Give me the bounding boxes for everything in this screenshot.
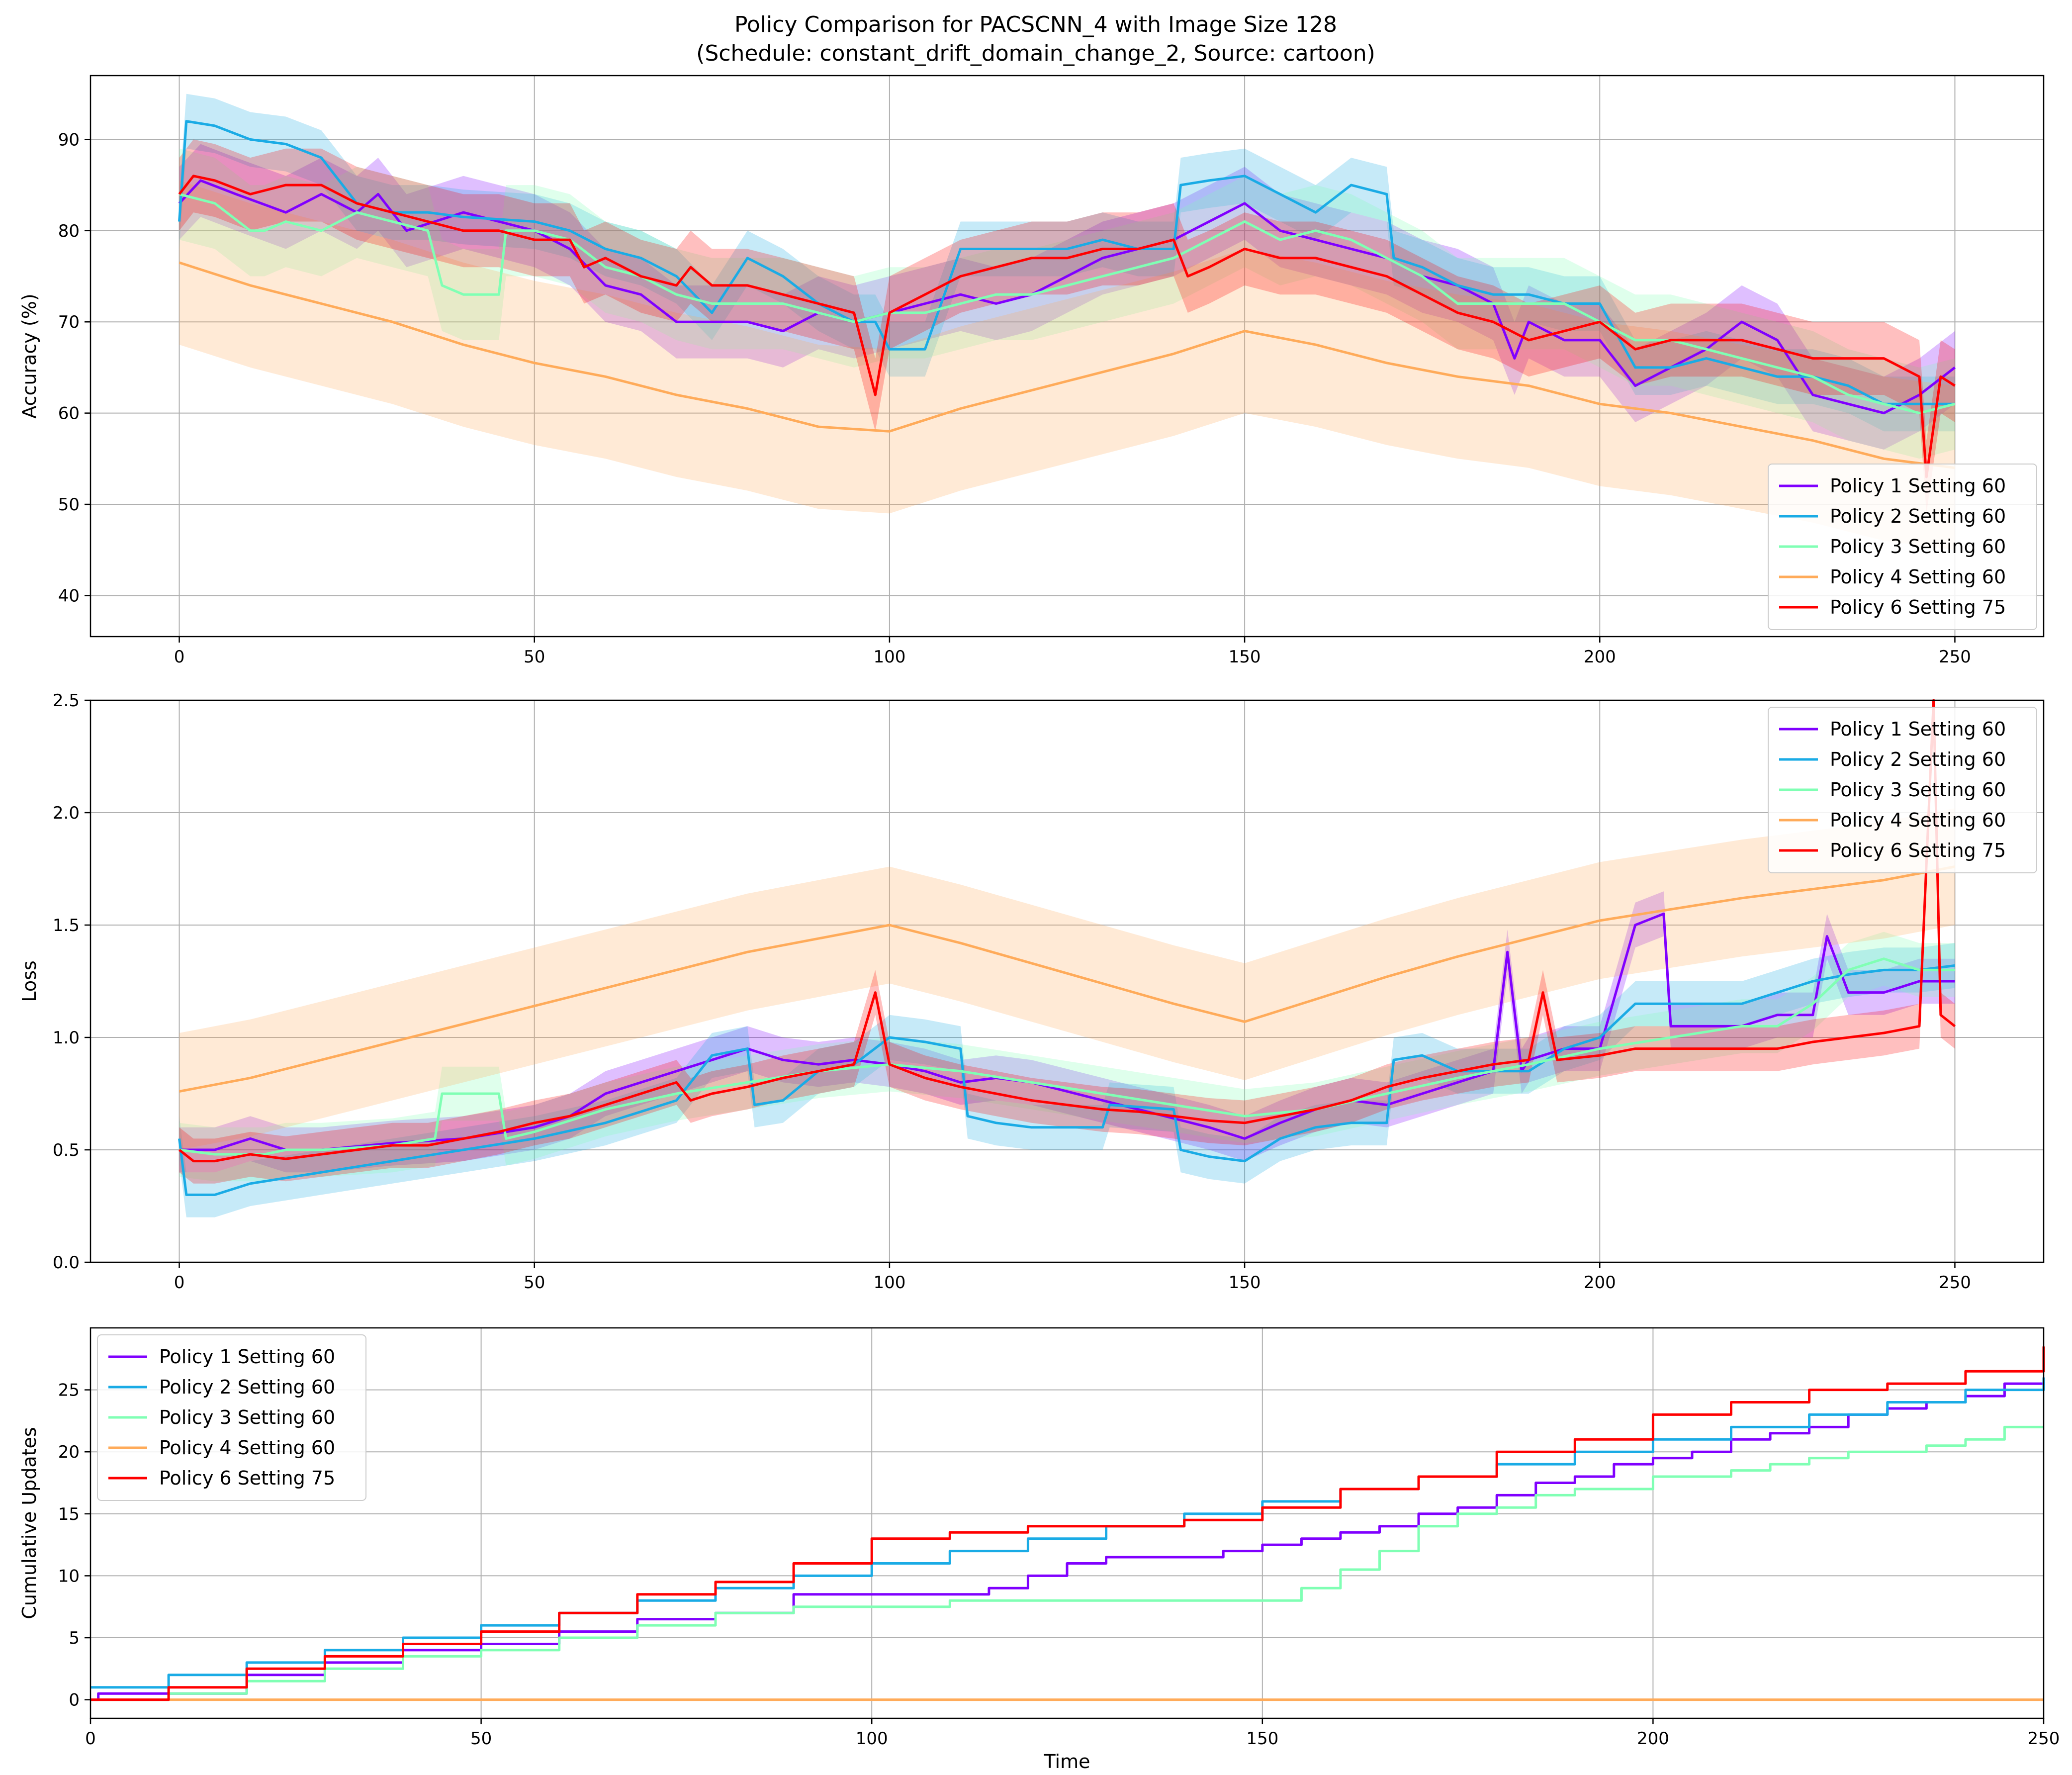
legend-label-policy-1-setting-60: Policy 1 Setting 60 — [1830, 718, 2006, 740]
x-axis-label: Time — [1044, 1751, 1090, 1773]
x-tick-label: 250 — [1939, 1273, 1971, 1293]
x-tick-label: 50 — [470, 1729, 492, 1749]
tick-labels: 0 50 100 150 200 250 0.0 0.5 1.0 1.5 2.0 2.5 — [53, 691, 1971, 1293]
band-policy-3-setting-60 — [179, 148, 1955, 459]
y-tick-label: 60 — [58, 404, 80, 424]
y-tick-label: 70 — [58, 312, 80, 332]
tick-labels: 0 50 100 150 200 250 0 5 10 15 20 25 — [58, 1381, 2060, 1749]
legend-label-policy-3-setting-60: Policy 3 Setting 60 — [1830, 779, 2006, 801]
legend: Policy 1 Setting 60 Policy 2 Setting 60 Po… — [97, 1334, 366, 1501]
band-policy-4-setting-60 — [179, 808, 1955, 1150]
legend-label-policy-4-setting-60: Policy 4 Setting 60 — [159, 1437, 335, 1459]
line-policy-3-setting-60 — [179, 957, 1955, 1156]
legend-label-policy-6-setting-75: Policy 6 Setting 75 — [1830, 596, 2006, 618]
x-tick-label: 100 — [873, 1273, 905, 1293]
x-tick-label: 200 — [1584, 647, 1616, 667]
panel-accuracy: 0 50 100 150 200 250 40 50 60 70 80 90 Accuracy (%)… — [18, 75, 2045, 667]
y-tick-label: 80 — [58, 221, 80, 241]
line-policy-6-setting-75 — [90, 1346, 2045, 1701]
y-tick-label: 15 — [58, 1504, 80, 1524]
y-tick-label: 0.0 — [53, 1253, 80, 1273]
grid-lines — [90, 76, 2044, 637]
legend-box — [1768, 707, 2037, 873]
legend-label-policy-3-setting-60: Policy 3 Setting 60 — [159, 1406, 335, 1428]
x-tick-label: 200 — [1637, 1729, 1669, 1749]
panel-cumulative-updates: 0 50 100 150 200 250 0 5 10 15 20 25 Cumulative Upd… — [18, 1327, 2060, 1773]
legend-label-policy-6-setting-75: Policy 6 Setting 75 — [1830, 840, 2006, 861]
line-policy-6-setting-75 — [178, 175, 1956, 478]
legend-label-policy-4-setting-60: Policy 4 Setting 60 — [1830, 566, 2006, 588]
band-policy-1-setting-60 — [179, 144, 1955, 450]
line-policy-4-setting-60 — [179, 865, 1955, 1093]
y-tick-label: 0 — [69, 1690, 80, 1710]
x-tick-label: 50 — [524, 647, 545, 667]
line-policy-3-setting-60 — [179, 192, 1956, 415]
legend-label-policy-1-setting-60: Policy 1 Setting 60 — [159, 1346, 335, 1368]
x-tick-label: 150 — [1246, 1729, 1278, 1749]
y-tick-label: 2.0 — [53, 803, 80, 823]
y-tick-label: 90 — [58, 130, 80, 150]
line-policy-2-setting-60 — [178, 120, 1955, 405]
y-tick-label: 40 — [58, 586, 80, 606]
legend-box — [1768, 464, 2037, 630]
figure-title-line1: Policy Comparison for PACSCNN_4 with Ima… — [734, 12, 1337, 37]
x-tick-label: 0 — [85, 1729, 96, 1749]
tick-labels: 0 50 100 150 200 250 40 50 60 70 80 90 — [58, 130, 1971, 667]
x-tick-label: 250 — [1939, 647, 1971, 667]
legend-label-policy-1-setting-60: Policy 1 Setting 60 — [1830, 475, 2006, 497]
x-tick-label: 200 — [1584, 1273, 1616, 1293]
x-tick-label: 100 — [873, 647, 905, 667]
y-tick-label: 50 — [58, 495, 80, 515]
x-tick-label: 0 — [174, 647, 185, 667]
series-lines — [178, 120, 1956, 478]
axes-frame — [90, 1327, 2045, 1719]
line-policy-3-setting-60 — [90, 1425, 2044, 1701]
confidence-bands — [179, 93, 1955, 550]
y-tick-label: 20 — [58, 1442, 80, 1462]
y-tick-label: 1.0 — [53, 1028, 80, 1048]
legend-label-policy-2-setting-60: Policy 2 Setting 60 — [159, 1376, 335, 1398]
x-tick-label: 250 — [2028, 1729, 2060, 1749]
y-tick-label: 0.5 — [53, 1140, 80, 1160]
legend-label-policy-3-setting-60: Policy 3 Setting 60 — [1830, 536, 2006, 558]
series-lines — [178, 699, 1956, 1196]
band-policy-4-setting-60 — [179, 180, 1955, 550]
x-tick-label: 150 — [1229, 647, 1261, 667]
y-axis-label: Accuracy (%) — [18, 293, 40, 418]
legend: Policy 1 Setting 60 Policy 2 Setting 60 Po… — [1768, 464, 2037, 630]
y-tick-label: 10 — [58, 1566, 80, 1586]
line-policy-2-setting-60 — [90, 1377, 2045, 1689]
axes-frame — [90, 699, 2045, 1263]
y-axis-label: Cumulative Updates — [18, 1427, 40, 1619]
y-tick-label: 1.5 — [53, 916, 80, 935]
axes-frame — [90, 75, 2045, 638]
x-tick-label: 150 — [1229, 1273, 1261, 1293]
legend-label-policy-6-setting-75: Policy 6 Setting 75 — [159, 1467, 335, 1489]
legend: Policy 1 Setting 60 Policy 2 Setting 60 Po… — [1768, 707, 2037, 873]
series-lines — [90, 1346, 2045, 1701]
band-policy-2-setting-60 — [179, 93, 1955, 432]
x-tick-label: 50 — [524, 1273, 545, 1293]
y-axis-label: Loss — [18, 960, 40, 1002]
x-tick-label: 0 — [174, 1273, 185, 1293]
legend-label-policy-4-setting-60: Policy 4 Setting 60 — [1830, 809, 2006, 831]
x-tick-label: 100 — [856, 1729, 888, 1749]
band-policy-1-setting-60 — [179, 891, 1955, 1173]
figure-title-line2: (Schedule: constant_drift_domain_change_… — [696, 41, 1375, 66]
band-policy-2-setting-60 — [179, 943, 1955, 1217]
band-policy-6-setting-75 — [179, 139, 1955, 514]
line-policy-1-setting-60 — [179, 912, 1955, 1151]
y-tick-label: 2.5 — [53, 691, 80, 711]
line-policy-6-setting-75 — [178, 699, 1956, 1163]
panel-loss: 0 50 100 150 200 250 0.0 0.5 1.0 1.5 2.0 2.5 Loss P… — [18, 691, 2045, 1293]
line-policy-4-setting-60 — [179, 261, 1955, 469]
legend-label-policy-2-setting-60: Policy 2 Setting 60 — [1830, 748, 2006, 770]
y-tick-label: 5 — [69, 1628, 80, 1648]
legend-box — [97, 1334, 366, 1501]
legend-label-policy-2-setting-60: Policy 2 Setting 60 — [1830, 505, 2006, 527]
y-tick-label: 25 — [58, 1381, 80, 1401]
line-policy-2-setting-60 — [178, 964, 1955, 1196]
band-policy-3-setting-60 — [179, 932, 1955, 1182]
